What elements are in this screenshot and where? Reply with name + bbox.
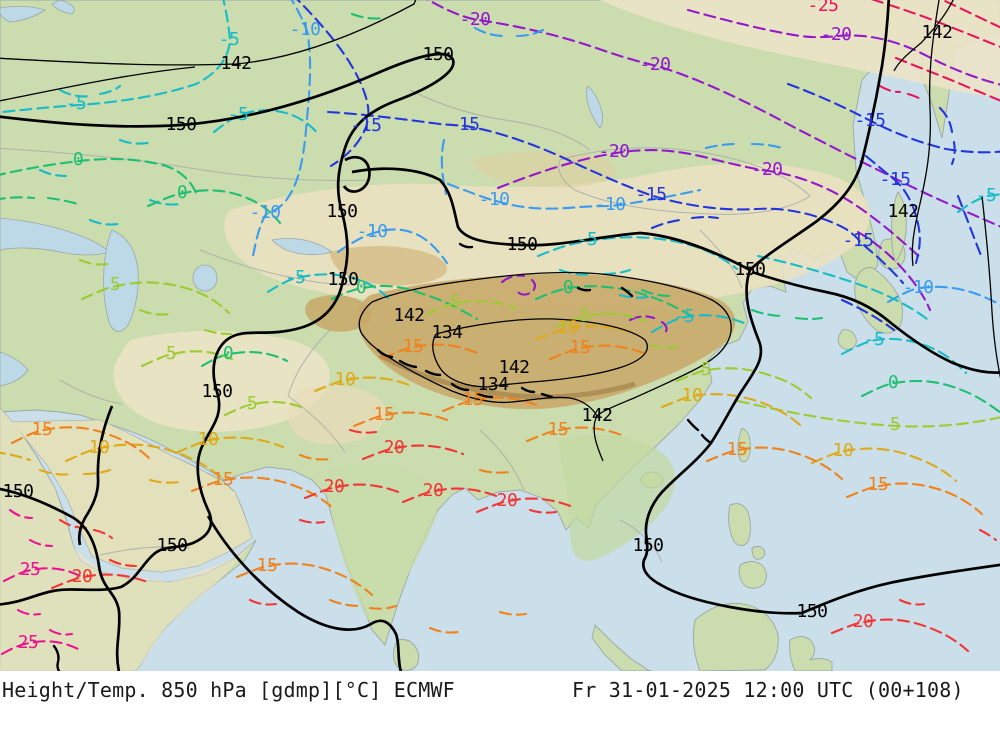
map-canvas [0, 0, 1000, 671]
baltic-bit [0, 0, 75, 23]
caption-title: Height/Temp. 850 hPa [gdmp][°C] ECMWF [2, 678, 455, 702]
caption-timestamp: Fr 31-01-2025 12:00 UTC (00+108) [572, 678, 964, 702]
land-visayas [751, 545, 766, 560]
aral-sea [192, 264, 218, 292]
land-sumatra [591, 624, 653, 671]
temp-contours-minus10 [251, 0, 1000, 307]
land-honshu [854, 267, 903, 334]
temp-contours-20 [50, 428, 998, 653]
land-kyushu [837, 329, 857, 351]
land-borneo [692, 602, 779, 671]
temp-contours-25 [0, 508, 84, 656]
temp-contours-minus25 [870, 0, 1000, 102]
land-sulawesi [789, 636, 833, 671]
temp-contours-minus20 [426, 0, 1000, 336]
caption-bar: Height/Temp. 850 hPa [gdmp][°C] ECMWF Fr… [0, 671, 1000, 733]
height-contours-150 [0, 0, 1000, 671]
terrain-peak-marks [52, 242, 713, 671]
east-med [0, 351, 29, 387]
weather-map: 142 150 150 150 150 150 150 150 150 150 150 150 142 1… [0, 0, 1000, 671]
lake-baikal [586, 85, 604, 129]
land-mindanao [738, 561, 767, 589]
inland-waters [0, 0, 604, 387]
temp-contours-10 [0, 325, 958, 484]
temp-contours-minus15 [296, 0, 1000, 332]
temp-contours-15 [10, 343, 984, 634]
lake-balkhash [271, 238, 333, 256]
land-taiwan [737, 427, 751, 463]
land-luzon [728, 503, 751, 546]
land-sakhalin [890, 191, 907, 263]
temp-contours-5 [78, 258, 1000, 428]
height-contours-142-134 [0, 0, 1000, 462]
